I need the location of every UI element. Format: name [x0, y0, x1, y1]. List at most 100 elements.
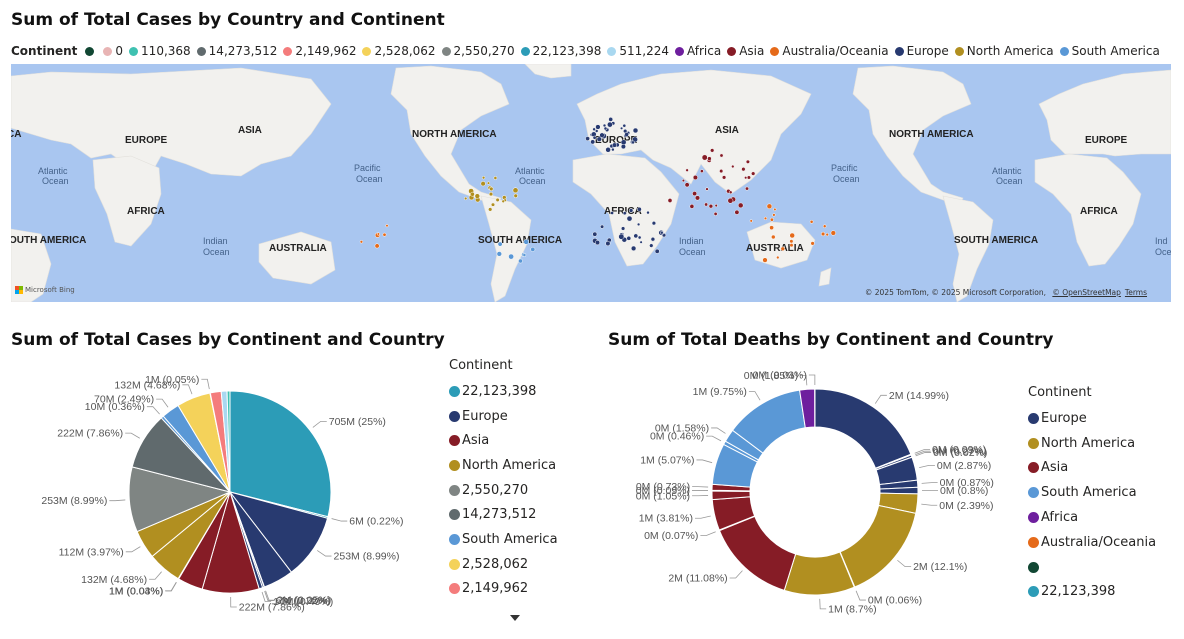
map-legend-item[interactable]: 110,368	[129, 44, 191, 58]
map-bubble[interactable]	[374, 243, 380, 249]
legend-item[interactable]: South America	[1028, 480, 1156, 505]
osm-link[interactable]: © OpenStreetMap	[1052, 288, 1121, 297]
map-bubble[interactable]	[705, 187, 709, 191]
map-bubble[interactable]	[382, 232, 387, 237]
legend-item[interactable]: North America	[1028, 431, 1156, 456]
map-bubble[interactable]	[626, 215, 633, 222]
map-bubble[interactable]	[590, 139, 596, 145]
map-bubble[interactable]	[822, 224, 827, 228]
map-bubble[interactable]	[523, 239, 529, 245]
legend-item[interactable]: South America	[449, 527, 558, 552]
map-bubble[interactable]	[700, 169, 704, 173]
legend-scroll-down-icon[interactable]	[510, 615, 520, 621]
map-bubble[interactable]	[685, 168, 689, 172]
map-bubble[interactable]	[749, 219, 753, 223]
map-bubble[interactable]	[751, 171, 756, 176]
map-bubble[interactable]	[636, 222, 641, 227]
map-legend-item[interactable]: Africa	[674, 44, 721, 58]
map-bubble[interactable]	[633, 233, 639, 239]
map-bubble[interactable]	[496, 251, 502, 257]
donut-chart[interactable]: 2M (14.99%)0M (0.09%)0M (0.27%)0M (0.02%…	[604, 360, 1024, 620]
map-bubble[interactable]	[825, 232, 829, 237]
map-bubble[interactable]	[771, 234, 776, 240]
map-bubble[interactable]	[714, 204, 718, 208]
map-bubble[interactable]	[631, 140, 635, 145]
map-legend-item[interactable]	[85, 46, 97, 56]
map-bubble[interactable]	[620, 126, 624, 130]
map-bubble[interactable]	[763, 216, 768, 221]
map-bubble[interactable]	[650, 236, 656, 242]
map-bubble[interactable]	[530, 246, 536, 252]
map-bubble[interactable]	[830, 230, 836, 236]
map-bubble[interactable]	[611, 142, 618, 148]
map-bubble[interactable]	[600, 224, 605, 229]
map-bubble[interactable]	[769, 217, 774, 222]
map-canvas[interactable]: CA ASIA EUROPE AFRICA OUTH AMERICA AUSTR…	[11, 64, 1171, 302]
map-bubble[interactable]	[719, 169, 724, 174]
map-bubble[interactable]	[745, 186, 749, 191]
map-bubble[interactable]	[769, 225, 774, 231]
map-bubble[interactable]	[512, 187, 519, 194]
map-bubble[interactable]	[628, 208, 634, 213]
legend-item[interactable]: Europe	[449, 404, 558, 429]
map-bubble[interactable]	[737, 202, 744, 209]
map-bubble[interactable]	[599, 132, 605, 138]
map-legend-item[interactable]: 2,149,962	[283, 44, 356, 58]
map-bubble[interactable]	[654, 248, 660, 254]
map-bubble[interactable]	[493, 176, 498, 180]
map-bubble[interactable]	[611, 147, 615, 152]
map-bubble[interactable]	[704, 202, 709, 207]
pie-chart[interactable]: 705M (25%) 6M (0.22%) 253M (8.99%) 2M (0.05…	[0, 358, 440, 628]
map-bubble[interactable]	[605, 240, 611, 247]
map-bubble[interactable]	[464, 196, 468, 201]
map-bubble[interactable]	[810, 241, 815, 246]
map-bubble[interactable]	[692, 191, 698, 197]
map-bubble[interactable]	[728, 190, 733, 195]
map-bubble[interactable]	[385, 224, 389, 228]
map-bubble[interactable]	[789, 243, 794, 248]
map-bubble[interactable]	[766, 203, 773, 210]
map-bubble[interactable]	[646, 210, 650, 215]
map-bubble[interactable]	[772, 213, 776, 217]
map-bubble[interactable]	[741, 167, 746, 172]
terms-link[interactable]: Terms	[1124, 288, 1147, 297]
map-bubble[interactable]	[481, 176, 486, 180]
map-bubble[interactable]	[626, 235, 632, 241]
map-bubble[interactable]	[508, 253, 514, 260]
map-bubble[interactable]	[701, 154, 708, 161]
map-bubble[interactable]	[605, 147, 611, 153]
map-legend-item[interactable]: 511,224	[607, 44, 669, 58]
map-bubble[interactable]	[707, 156, 712, 161]
chart-slice[interactable]	[839, 504, 917, 588]
map-bubble[interactable]	[595, 124, 601, 130]
map-bubble[interactable]	[773, 207, 777, 211]
map-bubble[interactable]	[592, 127, 596, 132]
map-bubble[interactable]	[513, 193, 518, 198]
map-bubble[interactable]	[359, 240, 364, 244]
map-bubble[interactable]	[746, 175, 751, 180]
map-bubble[interactable]	[610, 211, 614, 215]
map-bubble[interactable]	[490, 202, 496, 207]
map-bubble[interactable]	[596, 136, 602, 142]
map-bubble[interactable]	[602, 123, 607, 128]
legend-item[interactable]: 22,123,398	[1028, 580, 1156, 605]
map-bubble[interactable]	[622, 211, 627, 216]
map-legend-item[interactable]: Asia	[727, 44, 764, 58]
map-bubble[interactable]	[489, 186, 494, 192]
map-bubble[interactable]	[480, 181, 486, 187]
chart-slice[interactable]	[226, 390, 231, 493]
map-bubble[interactable]	[731, 164, 735, 169]
map-bubble[interactable]	[632, 127, 639, 134]
legend-item[interactable]: 2,528,062	[449, 552, 558, 577]
map-bubble[interactable]	[376, 232, 380, 236]
map-bubble[interactable]	[470, 191, 475, 197]
map-bubble[interactable]	[689, 204, 695, 209]
map-legend-item[interactable]: 0	[103, 44, 123, 58]
map-bubble[interactable]	[762, 257, 768, 263]
map-bubble[interactable]	[585, 136, 590, 141]
map-bubble[interactable]	[721, 175, 727, 180]
map-bubble[interactable]	[694, 195, 701, 201]
map-legend-item[interactable]: 22,123,398	[520, 44, 601, 58]
map-bubble[interactable]	[780, 246, 786, 252]
chart-slice[interactable]	[718, 515, 797, 591]
